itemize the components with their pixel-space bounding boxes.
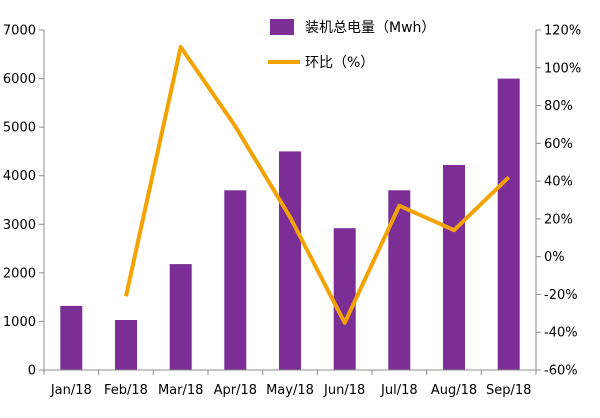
y-right-tick-label: 40%	[544, 175, 573, 190]
y-left-tick-label: 5000	[3, 121, 36, 136]
y-right-tick-label: 20%	[544, 212, 573, 227]
bar-feb-18	[115, 320, 137, 370]
y-left-tick-label: 2000	[3, 266, 36, 281]
y-right-tick-label: 0%	[544, 250, 565, 265]
bar-jun-18	[333, 228, 356, 370]
y-right-tick-label: -20%	[544, 288, 578, 303]
y-right-tick-label: -40%	[544, 326, 578, 341]
bar-aug-18	[443, 165, 465, 370]
y-left-tick-label: 3000	[3, 218, 36, 233]
x-tick-label: Sep/18	[486, 383, 531, 398]
axes-layer: 0 1000 2000 3000 4000 5000 6000 7000 -60% -40% -20…	[3, 24, 581, 399]
bar-jan-18	[60, 305, 83, 370]
y-right-tick-label: 60%	[544, 137, 573, 152]
y-left-tick-label: 6000	[3, 72, 36, 87]
line-layer	[124, 45, 511, 325]
x-tick-label: Apr/18	[214, 383, 257, 398]
y-right-tick-label: -60%	[544, 364, 578, 379]
bars-layer	[60, 78, 520, 370]
y-left-tick-label: 0	[28, 364, 36, 379]
bar-apr-18	[224, 190, 247, 370]
ratio-line	[124, 45, 511, 325]
y-left-tick-label: 7000	[3, 24, 36, 39]
x-tick-label: Aug/18	[431, 383, 477, 398]
x-tick-label: Mar/18	[158, 383, 203, 398]
legend: 装机总电量（Mwh） 环比（%）	[268, 19, 435, 71]
legend-line-label: 环比（%）	[305, 55, 374, 71]
y-right-tick-label: 120%	[544, 24, 581, 39]
x-tick-label: Jan/18	[50, 383, 92, 398]
y-right-tick-label: 100%	[544, 61, 581, 76]
y-right-tick-label: 80%	[544, 99, 573, 114]
x-tick-label: Jun/18	[323, 383, 365, 398]
bar-jul-18	[388, 190, 411, 370]
x-tick-label: Jul/18	[380, 383, 418, 398]
bar-sep-18	[497, 78, 520, 370]
legend-bar-label: 装机总电量（Mwh）	[305, 20, 435, 36]
bar-mar-18	[169, 264, 192, 370]
x-tick-label: May/18	[266, 383, 314, 398]
y-left-tick-label: 1000	[3, 315, 36, 330]
x-tick-label: Feb/18	[104, 383, 148, 398]
y-left-tick-label: 4000	[3, 169, 36, 184]
legend-bar-swatch	[270, 19, 294, 35]
bar-may-18	[279, 151, 301, 370]
